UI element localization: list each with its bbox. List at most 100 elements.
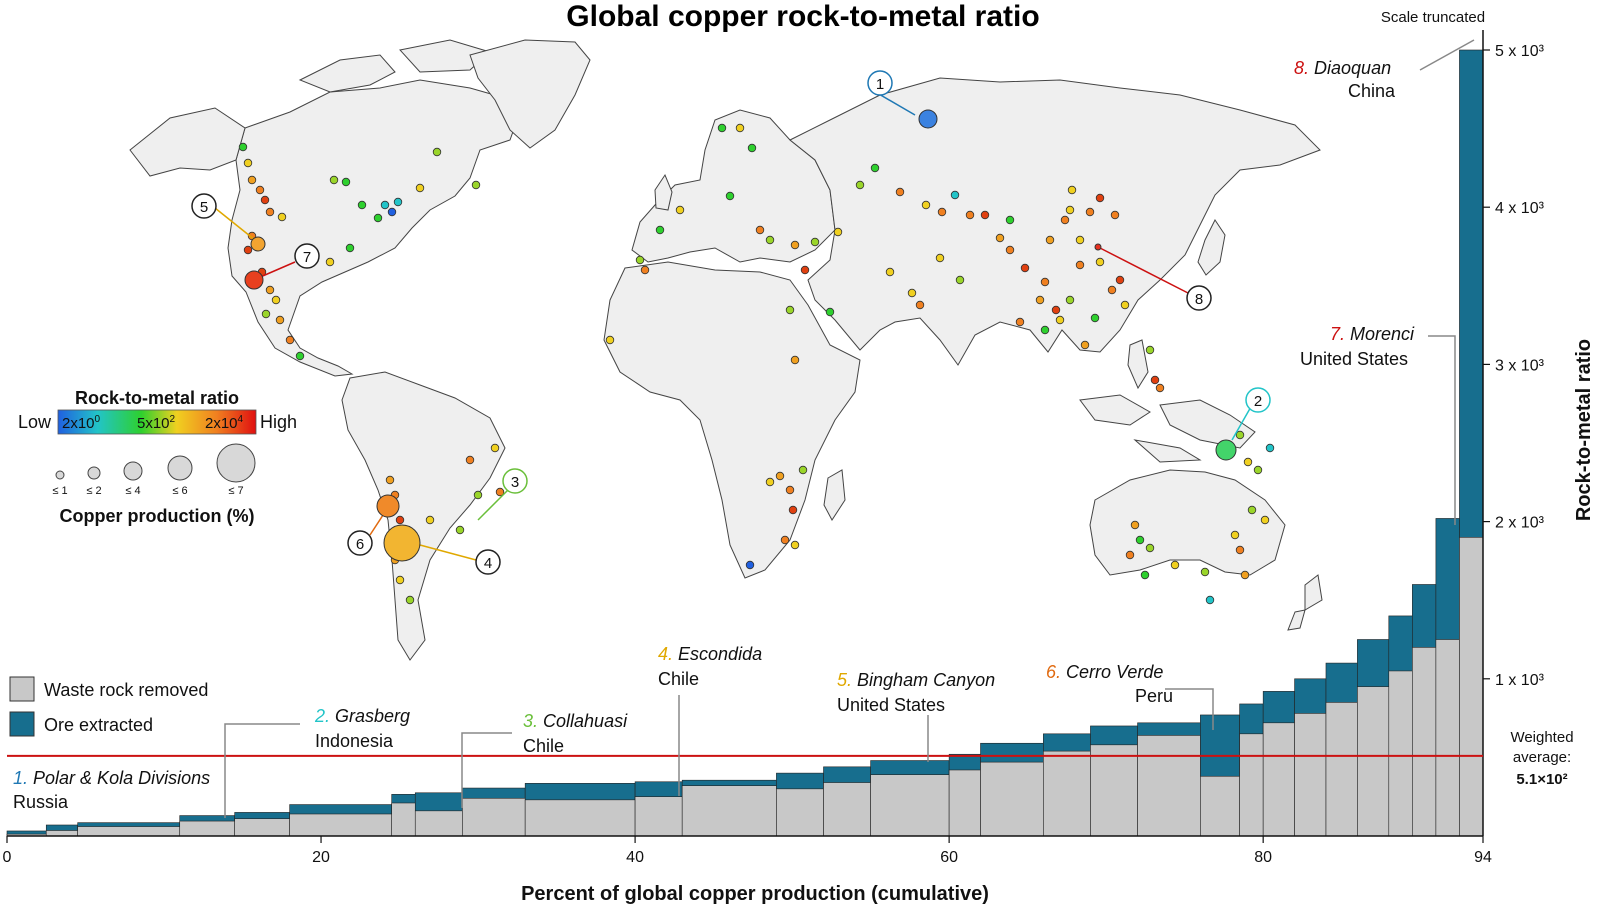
mine-dot bbox=[1065, 295, 1075, 305]
mine-dot bbox=[798, 465, 808, 475]
mine-dot bbox=[1235, 545, 1245, 555]
mine-dot bbox=[1015, 317, 1025, 327]
waste-bar bbox=[45, 830, 78, 837]
mine-dot bbox=[725, 191, 735, 201]
size-legend-circle-1 bbox=[55, 470, 65, 480]
marker-3-label: 3 bbox=[511, 474, 519, 491]
annotation-3-leader bbox=[461, 732, 512, 808]
marker-6-circle bbox=[347, 530, 373, 556]
map-north-america bbox=[227, 79, 521, 377]
mine-dot bbox=[1090, 313, 1100, 323]
map-japan bbox=[1197, 219, 1226, 276]
mine-dot bbox=[870, 163, 880, 173]
mine-dot bbox=[655, 225, 665, 235]
mine-dot bbox=[785, 305, 795, 315]
annotation-6-country: Peru bbox=[1135, 686, 1173, 706]
mine-dot bbox=[385, 475, 395, 485]
mine-dot bbox=[1125, 550, 1135, 560]
waste-bar bbox=[289, 813, 393, 837]
mine-dot bbox=[1005, 215, 1015, 225]
waste-bar bbox=[179, 820, 235, 837]
y-tick-label: 1 x 10³ bbox=[1495, 672, 1545, 689]
colorbar-tick-high: 2x104 bbox=[205, 414, 244, 432]
mine-dot bbox=[1051, 305, 1061, 315]
mine-dot bbox=[785, 485, 795, 495]
mine-dot bbox=[275, 315, 285, 325]
world-map bbox=[129, 39, 1323, 661]
mine-dot bbox=[1265, 443, 1275, 453]
annotation-1-country: Russia bbox=[13, 792, 69, 812]
mine-dot bbox=[775, 471, 785, 481]
marker-7-circle bbox=[294, 243, 320, 269]
mine-dot bbox=[1110, 210, 1120, 220]
size-legend-circle-3 bbox=[123, 461, 143, 481]
x-tick-label: 60 bbox=[940, 849, 958, 866]
mine-dot bbox=[285, 335, 295, 345]
marker-4-dot bbox=[383, 524, 421, 562]
marker-3-leader bbox=[477, 489, 509, 521]
mine-dot bbox=[1243, 457, 1253, 467]
waste-bar bbox=[1325, 702, 1358, 837]
mine-dot bbox=[247, 175, 257, 185]
mine-dot bbox=[1095, 257, 1105, 267]
marker-6-label: 6 bbox=[356, 536, 364, 553]
mine-dot bbox=[1085, 207, 1095, 217]
waste-bar bbox=[77, 826, 181, 837]
annotation-7-leader bbox=[1428, 335, 1456, 525]
size-legend-label-1: ≤ 1 bbox=[52, 485, 67, 497]
mine-dot bbox=[1235, 430, 1245, 440]
colorbar-low-label: Low bbox=[18, 412, 52, 432]
mine-dot bbox=[329, 175, 339, 185]
annotation-7-title: 7. Morenci bbox=[1330, 324, 1415, 344]
annotation-4-country: Chile bbox=[658, 669, 699, 689]
marker-2-label: 2 bbox=[1254, 393, 1262, 410]
waste-bar bbox=[1239, 733, 1264, 837]
waste-bar bbox=[980, 761, 1044, 837]
marker-7-label: 7 bbox=[303, 249, 311, 266]
marker-2-leader bbox=[1231, 404, 1253, 441]
map-arctic-islands bbox=[298, 39, 491, 93]
y-axis-ticks: 1 x 10³ 2 x 10³ 3 x 10³ 4 x 10³ 5 x 10³ bbox=[1483, 43, 1545, 689]
mine-dot bbox=[800, 265, 810, 275]
mine-dot bbox=[1040, 277, 1050, 287]
marker-5-dot bbox=[250, 236, 266, 252]
mine-dot bbox=[1230, 530, 1240, 540]
waste-bar bbox=[234, 818, 290, 837]
marker-8-label: 8 bbox=[1195, 291, 1203, 308]
mine-dot bbox=[605, 335, 615, 345]
waste-bar bbox=[823, 782, 871, 837]
waste-bar bbox=[1435, 639, 1460, 837]
legend-swatch-ore bbox=[9, 711, 35, 737]
annotation-5-country: United States bbox=[837, 695, 945, 715]
mine-dot bbox=[635, 255, 645, 265]
mine-dot bbox=[271, 295, 281, 305]
mine-dot bbox=[238, 142, 248, 152]
marker-2-dot bbox=[1215, 439, 1237, 461]
x-tick-label: 80 bbox=[1254, 849, 1272, 866]
map-africa bbox=[603, 261, 861, 579]
mine-dot bbox=[1005, 245, 1015, 255]
marker-8-dot bbox=[1094, 243, 1102, 251]
mine-dot bbox=[788, 505, 798, 515]
mine-dot bbox=[955, 275, 965, 285]
mine-dot bbox=[1075, 235, 1085, 245]
marker-2-circle bbox=[1245, 387, 1271, 413]
legend-label-ore: Ore extracted bbox=[44, 715, 153, 735]
mine-dot bbox=[1107, 285, 1117, 295]
marker-4-leader bbox=[419, 544, 477, 561]
mine-dot bbox=[1150, 375, 1160, 385]
mine-dot bbox=[1045, 235, 1055, 245]
weighted-average-label-2: average: bbox=[1513, 749, 1571, 766]
mine-dot bbox=[885, 267, 895, 277]
mine-dot bbox=[1135, 535, 1145, 545]
marker-1-label: 1 bbox=[876, 76, 884, 93]
marker-7-leader bbox=[257, 261, 296, 279]
chart-title: Global copper rock-to-metal ratio bbox=[566, 0, 1039, 33]
annotation-2-country: Indonesia bbox=[315, 731, 394, 751]
y-tick-label: 3 x 10³ bbox=[1495, 357, 1545, 374]
y-tick-label: 5 x 10³ bbox=[1495, 43, 1545, 60]
mine-dot bbox=[765, 235, 775, 245]
x-tick-label: 94 bbox=[1474, 849, 1492, 866]
mine-dots bbox=[238, 123, 1275, 605]
